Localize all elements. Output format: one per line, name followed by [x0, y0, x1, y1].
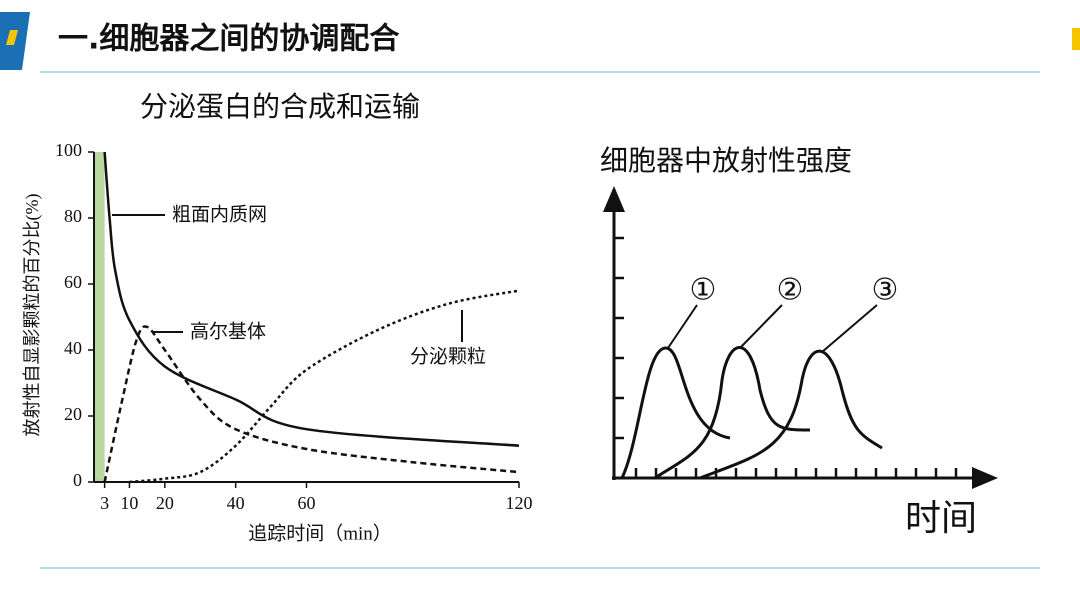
diagram-y-label: 细胞器中放射性强度 — [600, 144, 852, 177]
shaded-band — [94, 152, 105, 482]
diagram-ticks — [614, 236, 958, 478]
peak-curve — [620, 346, 731, 479]
x-axis-label: 追踪时间（min） — [248, 522, 392, 544]
chart-title: 分泌蛋白的合成和运输 — [140, 90, 420, 123]
x-tick-label: 60 — [298, 493, 316, 513]
y-axis-label: 放射性自显影颗粒的百分比(%) — [22, 194, 43, 437]
line-series — [103, 151, 520, 447]
peak-label: ③ — [872, 273, 899, 308]
y-tick-label: 60 — [64, 272, 82, 292]
diagram — [603, 186, 998, 489]
diagram-x-label: 时间 — [905, 498, 977, 539]
y-tick-label: 20 — [64, 404, 82, 424]
slide-title: 一.细胞器之间的协调配合 — [58, 22, 399, 57]
peak-curve — [654, 346, 811, 480]
arrow — [603, 186, 625, 212]
x-tick-label: 20 — [156, 493, 174, 513]
peak-label: ② — [777, 273, 804, 308]
x-tick-label: 40 — [227, 493, 245, 513]
header-icon-accent — [6, 30, 18, 45]
arrow — [972, 467, 998, 489]
leader-line — [667, 304, 878, 353]
series-label: 高尔基体 — [190, 321, 266, 343]
line-series — [129, 289, 520, 484]
peak-label: ① — [690, 273, 717, 308]
y-tick-label: 40 — [64, 338, 82, 358]
peak-curve — [699, 349, 883, 480]
y-tick-label: 80 — [64, 206, 82, 226]
y-tick-label: 100 — [55, 140, 82, 160]
y-tick-label: 0 — [73, 470, 82, 490]
corner-accent — [1072, 28, 1080, 50]
series-label: 分泌颗粒 — [410, 346, 486, 368]
line-series — [103, 325, 520, 483]
x-tick-label: 3 — [100, 493, 109, 513]
x-tick-label: 10 — [120, 493, 138, 513]
series-label: 粗面内质网 — [172, 204, 267, 226]
x-tick-label: 120 — [506, 493, 533, 513]
